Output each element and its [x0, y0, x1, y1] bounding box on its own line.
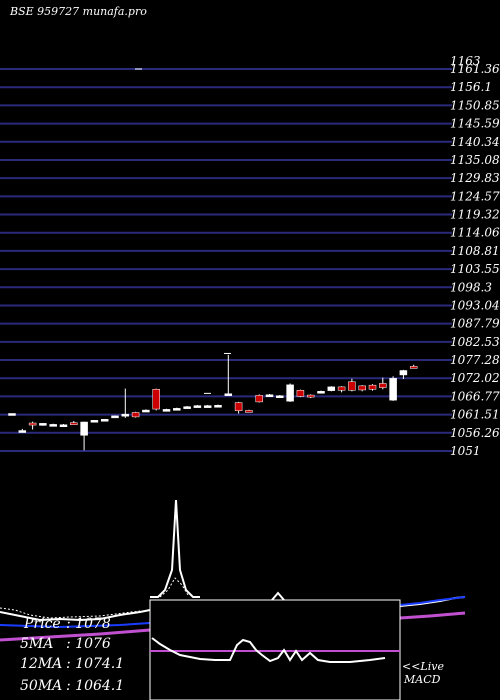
macd-panel: [149, 599, 401, 700]
price-tick-label: 1077.28: [450, 353, 500, 367]
price-tick-label: 1150.85: [450, 98, 500, 112]
ma-line-blue-right: [399, 596, 466, 606]
ma12-label: 12MA: [20, 656, 62, 672]
ma-line-white: [0, 609, 151, 622]
candle-body: [245, 410, 253, 413]
price-tick-label: 1161.36: [450, 62, 500, 76]
candle-body: [317, 391, 325, 394]
macd-line: [151, 637, 386, 663]
ma-line-violet-right: [399, 611, 466, 620]
price-tick-label: 1098.3: [450, 280, 492, 294]
ma-line-violet: [0, 628, 151, 642]
ma5-value: : 1076: [66, 636, 111, 652]
ma-line-blue: [0, 622, 151, 629]
candle-body: [379, 383, 387, 388]
ma-legend: Price : 1078 5MA : 1076 12MA : 1074.1 50…: [20, 616, 124, 694]
price-tick-label: 1082.53: [450, 335, 500, 349]
volume-dotted-line: [159, 577, 189, 598]
candle-body: [111, 415, 119, 419]
ma12-value: : 1074.1: [66, 656, 124, 672]
candle-body: [337, 386, 346, 391]
chart-title: BSE 959727 munafa.pro: [9, 5, 147, 18]
candle-body: [121, 413, 130, 417]
candle-body: [389, 378, 397, 401]
candle-body: [162, 409, 171, 412]
price-tick-label: 1056.26: [450, 426, 500, 440]
candle-body: [28, 422, 37, 426]
price-tick-label: 1061.51: [450, 408, 500, 422]
candle-body: [100, 419, 109, 422]
price-tick-label: 1124.57: [450, 189, 500, 203]
candle-body: [255, 395, 263, 403]
candle-body: [131, 412, 140, 418]
price-tick-label: 1119.32: [450, 208, 500, 222]
candle-body: [18, 430, 27, 433]
candle-body: [214, 405, 222, 408]
live-label: <<Live: [402, 660, 444, 673]
candle-body: [193, 405, 202, 408]
candle-body: [368, 384, 377, 390]
price-tick-label: 1087.79: [450, 317, 500, 331]
price-tick-label: 1129.83: [450, 171, 500, 185]
candle-body: [234, 402, 243, 412]
candle-body: [327, 386, 336, 391]
volume-spike-line: [150, 499, 200, 598]
candle-body: [358, 385, 366, 391]
price-value: : 1078: [66, 616, 111, 632]
candle-body: [80, 421, 88, 436]
candle-body: [399, 370, 408, 376]
ma50-value: : 1064.1: [66, 678, 124, 694]
candle-body: [59, 424, 68, 427]
price-label: Price: [23, 616, 61, 632]
candle-body: [306, 394, 315, 398]
candle-body: [90, 420, 99, 423]
candle-body: [183, 406, 191, 409]
candle-body: [276, 395, 284, 398]
candle-body: [152, 389, 160, 410]
price-tick-label: 1093.04: [450, 298, 500, 312]
price-tick-label: 1103.55: [450, 262, 500, 276]
ma5-label: 5MA: [20, 636, 53, 652]
price-grid: [0, 68, 452, 452]
price-tick-label: 1140.34: [450, 135, 500, 149]
small-peak-line: [271, 591, 285, 601]
candle-body: [142, 409, 150, 413]
ma-line-dotted: [0, 607, 141, 619]
candle-body: [409, 366, 418, 369]
ma50-label: 50MA: [20, 678, 62, 694]
volume-panel: [0, 499, 466, 642]
price-tick-label: 1114.06: [450, 226, 500, 240]
price-tick-label: 1108.81: [450, 244, 500, 258]
candle-body: [173, 408, 181, 411]
price-tick-label: 1135.08: [450, 153, 500, 167]
price-tick-label: 1145.59: [450, 117, 500, 131]
price-tick-label: 1051: [450, 444, 481, 458]
price-tick-label: 1072.02: [450, 371, 500, 385]
candle-body: [49, 424, 57, 427]
candle-body: [8, 413, 16, 416]
candle-body: [296, 390, 305, 397]
macd-label: MACD: [403, 673, 441, 686]
candle-body: [203, 405, 212, 408]
candle-body: [265, 394, 274, 397]
price-tick-label: 1156.1: [450, 80, 492, 94]
price-tick-label: 1163: [450, 54, 481, 68]
candle-body: [39, 423, 47, 426]
candle-body: [70, 422, 78, 425]
price-tick-label: 1066.77: [450, 389, 500, 403]
candles: [8, 68, 418, 451]
candle-body: [286, 384, 294, 402]
candle-body: [224, 393, 233, 396]
candle-body: [348, 381, 356, 391]
